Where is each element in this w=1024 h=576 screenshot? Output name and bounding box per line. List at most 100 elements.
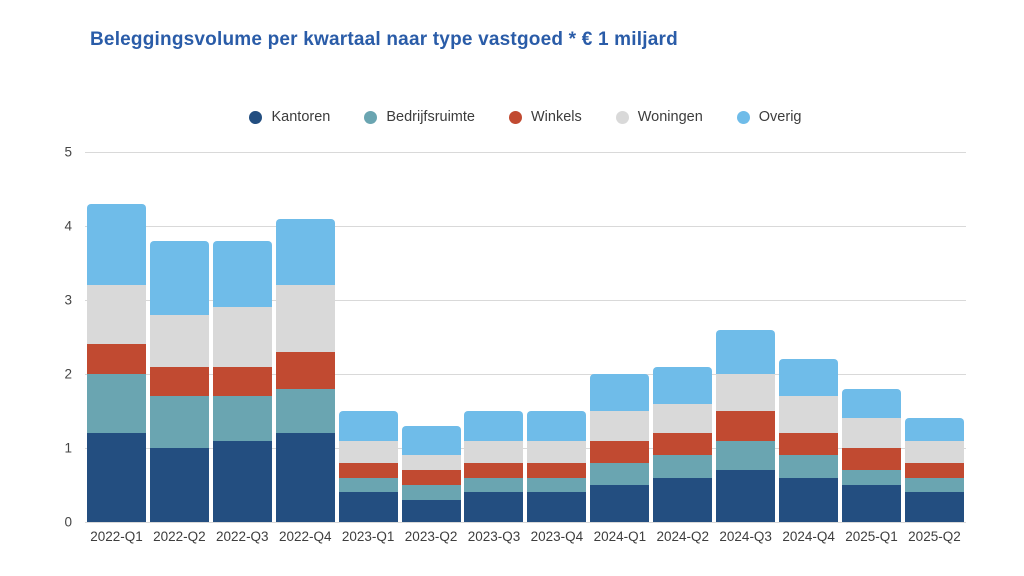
bar-segment-winkels bbox=[275, 351, 335, 389]
y-axis-label: 1 bbox=[64, 440, 72, 456]
bar-2024-Q4 bbox=[779, 359, 839, 522]
bar-segment-winkels bbox=[904, 462, 964, 478]
bar-segment-kantoren bbox=[86, 433, 146, 522]
bar-segment-bedrijfsruimte bbox=[149, 396, 209, 448]
bar-slot-2023-Q2 bbox=[400, 152, 463, 522]
legend-dot-icon bbox=[508, 110, 522, 124]
gridline bbox=[85, 300, 966, 301]
bar-segment-woningen bbox=[590, 411, 650, 441]
bar-segment-overig bbox=[779, 359, 839, 397]
bar-2023-Q2 bbox=[401, 425, 461, 522]
legend-item-kantoren: Kantoren bbox=[249, 109, 330, 125]
bar-segment-bedrijfsruimte bbox=[338, 477, 398, 493]
bar-segment-woningen bbox=[464, 440, 524, 463]
bar-segment-overig bbox=[842, 388, 902, 419]
bar-segment-woningen bbox=[653, 403, 713, 434]
bar-2022-Q1 bbox=[86, 203, 146, 522]
bar-2022-Q4 bbox=[275, 218, 335, 522]
bar-segment-winkels bbox=[338, 462, 398, 478]
x-axis-label: 2025-Q1 bbox=[845, 529, 898, 544]
x-axis-label: 2024-Q2 bbox=[656, 529, 710, 544]
bar-2024-Q2 bbox=[653, 366, 713, 522]
x-axis-label: 2024-Q1 bbox=[593, 529, 647, 544]
bar-segment-overig bbox=[86, 203, 146, 286]
bar-segment-kantoren bbox=[904, 492, 964, 522]
bar-segment-bedrijfsruimte bbox=[212, 396, 272, 441]
bar-2022-Q2 bbox=[149, 240, 209, 522]
gridline bbox=[85, 522, 966, 523]
bar-slot-2023-Q1 bbox=[337, 152, 400, 522]
bar-segment-kantoren bbox=[842, 485, 902, 522]
bar-segment-winkels bbox=[212, 366, 272, 397]
legend: Kantoren Bedrijfsruimte Winkels Woningen Ove… bbox=[85, 109, 966, 125]
legend-item-winkels: Winkels bbox=[508, 109, 582, 125]
bar-segment-bedrijfsruimte bbox=[86, 374, 146, 434]
bar-segment-overig bbox=[653, 366, 713, 404]
legend-dot-icon bbox=[364, 110, 378, 124]
x-axis-label: 2024-Q4 bbox=[782, 529, 835, 544]
bar-segment-overig bbox=[716, 329, 776, 375]
bar-slot-2023-Q4 bbox=[525, 152, 588, 522]
bar-segment-woningen bbox=[401, 455, 461, 471]
bar-slot-2024-Q4 bbox=[777, 152, 840, 522]
bar-2023-Q1 bbox=[338, 411, 398, 522]
bar-segment-bedrijfsruimte bbox=[904, 477, 964, 493]
legend-label: Kantoren bbox=[271, 109, 331, 125]
bar-segment-bedrijfsruimte bbox=[590, 462, 650, 485]
bar-slot-2025-Q2 bbox=[903, 152, 966, 522]
bar-segment-overig bbox=[590, 374, 650, 412]
bar-segment-overig bbox=[149, 240, 209, 315]
x-axis: 2022-Q1 2022-Q2 2022-Q3 2022-Q4 2023-Q1 2023-… bbox=[85, 529, 966, 544]
bar-segment-overig bbox=[338, 411, 398, 441]
bar-slot-2024-Q2 bbox=[651, 152, 714, 522]
bar-segment-woningen bbox=[527, 440, 587, 463]
bar-segment-bedrijfsruimte bbox=[842, 470, 902, 485]
y-axis-label: 2 bbox=[64, 366, 72, 382]
bar-segment-overig bbox=[401, 425, 461, 456]
x-axis-label: 2022-Q2 bbox=[153, 529, 206, 544]
bar-segment-bedrijfsruimte bbox=[716, 440, 776, 471]
bar-segment-winkels bbox=[779, 433, 839, 456]
x-axis-label: 2022-Q1 bbox=[90, 529, 143, 544]
legend-item-bedrijfsruimte: Bedrijfsruimte bbox=[364, 109, 475, 125]
bar-segment-bedrijfsruimte bbox=[653, 455, 713, 478]
legend-item-woningen: Woningen bbox=[615, 109, 703, 125]
bar-segment-bedrijfsruimte bbox=[275, 388, 335, 434]
bar-segment-woningen bbox=[842, 418, 902, 449]
bar-segment-kantoren bbox=[464, 492, 524, 522]
bar-segment-overig bbox=[212, 240, 272, 308]
y-axis-label: 3 bbox=[64, 292, 72, 308]
bar-segment-winkels bbox=[401, 470, 461, 486]
bar-segment-kantoren bbox=[212, 440, 272, 522]
bar-slot-2022-Q4 bbox=[274, 152, 337, 522]
bar-segment-kantoren bbox=[590, 485, 650, 522]
legend-dot-icon bbox=[736, 110, 750, 124]
x-axis-label: 2022-Q4 bbox=[278, 529, 332, 544]
bar-segment-kantoren bbox=[401, 499, 461, 522]
bar-2022-Q3 bbox=[212, 240, 272, 522]
x-axis-label: 2023-Q4 bbox=[530, 529, 584, 544]
bar-segment-woningen bbox=[904, 440, 964, 463]
legend-label: Bedrijfsruimte bbox=[386, 109, 475, 125]
gridline bbox=[85, 152, 966, 153]
chart-title: Beleggingsvolume per kwartaal naar type … bbox=[90, 29, 678, 50]
legend-dot-icon bbox=[249, 110, 263, 124]
bar-slot-2025-Q1 bbox=[840, 152, 903, 522]
bar-segment-overig bbox=[275, 218, 335, 286]
bar-segment-overig bbox=[904, 418, 964, 441]
x-axis-label: 2023-Q3 bbox=[467, 529, 521, 544]
bar-segment-winkels bbox=[842, 448, 902, 471]
bar-slot-2022-Q2 bbox=[148, 152, 211, 522]
bar-segment-woningen bbox=[779, 396, 839, 434]
bar-segment-woningen bbox=[338, 440, 398, 463]
bar-2025-Q1 bbox=[842, 388, 902, 522]
gridline bbox=[85, 374, 966, 375]
bar-slot-2024-Q1 bbox=[588, 152, 651, 522]
bar-segment-woningen bbox=[86, 285, 146, 345]
bar-segment-overig bbox=[527, 411, 587, 441]
bar-slot-2022-Q1 bbox=[85, 152, 148, 522]
bar-2024-Q1 bbox=[590, 374, 650, 522]
legend-item-overig: Overig bbox=[736, 109, 802, 125]
bar-2024-Q3 bbox=[716, 329, 776, 522]
bar-segment-winkels bbox=[716, 411, 776, 441]
